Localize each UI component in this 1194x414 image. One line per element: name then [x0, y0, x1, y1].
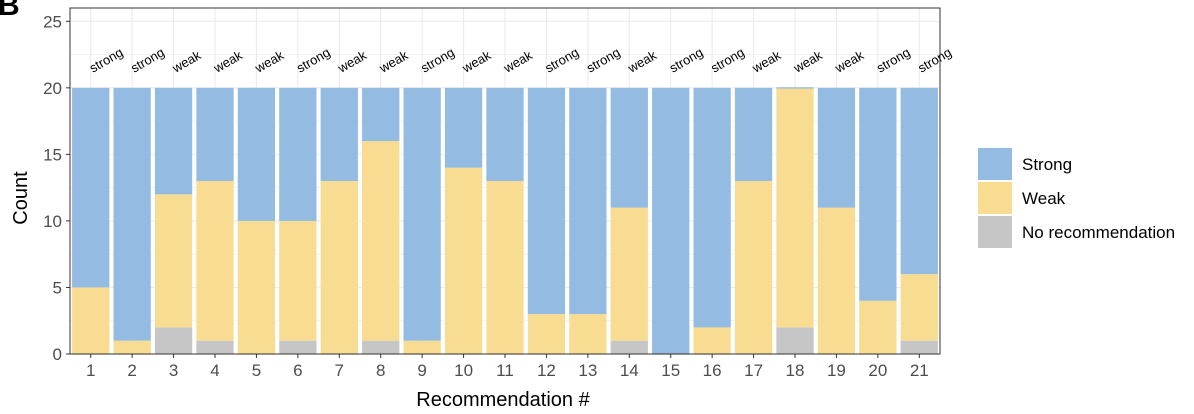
bar-weak-7 [320, 181, 358, 354]
bar-strong-13 [569, 87, 607, 315]
bar-strong-1 [72, 87, 110, 288]
bar-label-13: strong [584, 45, 623, 76]
legend: Strong Weak No recommendation [978, 148, 1175, 248]
y-tick-label: 15 [43, 145, 62, 164]
bar-label-16: strong [708, 45, 747, 76]
bar-strong-10 [444, 87, 483, 168]
x-tick-label: 7 [335, 361, 344, 380]
bar-weak-5 [237, 220, 276, 354]
bar-weak-2 [113, 340, 151, 354]
bar-weak-8 [362, 141, 400, 341]
bar-label-15: strong [667, 45, 706, 76]
bar-label-1: strong [87, 45, 126, 76]
bar-no-recommendation-6 [279, 340, 317, 354]
x-tick-label: 15 [661, 361, 680, 380]
bar-weak-14 [610, 207, 648, 341]
y-tick-label: 10 [43, 212, 62, 231]
bar-weak-10 [444, 167, 483, 354]
legend-key-no-recommendation [978, 216, 1012, 248]
bar-label-20: strong [874, 45, 913, 76]
x-tick-label: 21 [910, 361, 929, 380]
bar-label-2: strong [128, 45, 167, 76]
bar-strong-4 [196, 87, 234, 181]
bar-weak-18 [776, 87, 814, 328]
bar-strong-20 [859, 87, 897, 301]
bar-label-6: strong [294, 45, 333, 76]
x-tick-label: 10 [454, 361, 473, 380]
bar-strong-2 [113, 87, 151, 341]
bar-weak-21 [900, 274, 938, 341]
bar-strong-19 [817, 87, 856, 208]
x-axis-title: Recommendation # [416, 389, 590, 411]
x-tick-label: 17 [744, 361, 763, 380]
y-tick-label: 5 [53, 278, 62, 297]
bar-strong-14 [610, 87, 648, 208]
bar-strong-21 [900, 87, 938, 275]
x-tick-label: 3 [169, 361, 178, 380]
bar-weak-19 [817, 207, 856, 354]
y-axis-title: Count [10, 171, 32, 225]
x-tick-label: 2 [127, 361, 136, 380]
x-tick-label: 18 [786, 361, 805, 380]
y-axis: 0 5 10 15 20 25 [43, 12, 70, 364]
bar-strong-15 [652, 87, 690, 354]
bar-weak-1 [72, 287, 110, 354]
bar-no-recommendation-14 [610, 340, 648, 354]
x-tick-label: 1 [86, 361, 95, 380]
bar-no-recommendation-18 [776, 327, 814, 354]
bar-weak-17 [734, 181, 773, 354]
bar-no-recommendation-8 [362, 340, 400, 354]
bar-label-9: strong [418, 45, 457, 76]
y-tick-label: 25 [43, 12, 62, 31]
bar-label-21: strong [915, 45, 954, 76]
x-tick-label: 8 [376, 361, 385, 380]
bar-strong-17 [734, 87, 773, 181]
bar-strong-9 [403, 87, 441, 341]
bar-strong-8 [362, 87, 400, 142]
x-tick-label: 5 [252, 361, 261, 380]
legend-label-weak: Weak [1022, 189, 1066, 208]
bar-strong-3 [154, 87, 193, 195]
bar-strong-6 [279, 87, 317, 221]
x-axis: 1 2 3 4 5 6 7 8 9 10 11 12 13 14 15 16 17 18 19 20 21 [86, 354, 929, 380]
bar-strong-5 [237, 87, 276, 221]
legend-key-weak [978, 182, 1012, 214]
bar-weak-20 [859, 300, 897, 354]
bar-strong-16 [693, 87, 731, 328]
panel-letter: B [0, 0, 20, 22]
bar-label-12: strong [542, 45, 581, 76]
bar-weak-9 [403, 340, 441, 354]
bar-no-recommendation-4 [196, 340, 234, 354]
y-tick-label: 0 [53, 345, 62, 364]
x-tick-label: 12 [537, 361, 556, 380]
x-tick-label: 14 [620, 361, 639, 380]
x-tick-label: 6 [293, 361, 302, 380]
bar-no-recommendation-21 [900, 340, 938, 354]
legend-label-strong: Strong [1022, 155, 1072, 174]
x-tick-label: 20 [868, 361, 887, 380]
bar-labels: strong strong weak weak weak strong weak weak st… [87, 45, 954, 77]
bar-weak-4 [196, 181, 234, 341]
x-tick-label: 4 [210, 361, 219, 380]
bar-weak-6 [279, 220, 317, 341]
x-tick-label: 13 [578, 361, 597, 380]
bar-strong-12 [527, 87, 566, 315]
bar-weak-11 [486, 181, 524, 354]
x-tick-label: 16 [703, 361, 722, 380]
bar-weak-16 [693, 327, 731, 354]
x-tick-label: 9 [417, 361, 426, 380]
bar-weak-3 [154, 194, 193, 328]
x-tick-label: 11 [496, 361, 514, 380]
y-tick-label: 20 [43, 79, 62, 98]
bars [72, 87, 938, 355]
bar-strong-7 [320, 87, 358, 181]
legend-key-strong [978, 148, 1012, 180]
bar-no-recommendation-3 [154, 327, 193, 354]
bar-weak-13 [569, 314, 607, 354]
bar-strong-11 [486, 87, 524, 181]
bar-weak-12 [527, 314, 566, 354]
legend-label-no-recommendation: No recommendation [1022, 223, 1175, 242]
x-tick-label: 19 [827, 361, 846, 380]
